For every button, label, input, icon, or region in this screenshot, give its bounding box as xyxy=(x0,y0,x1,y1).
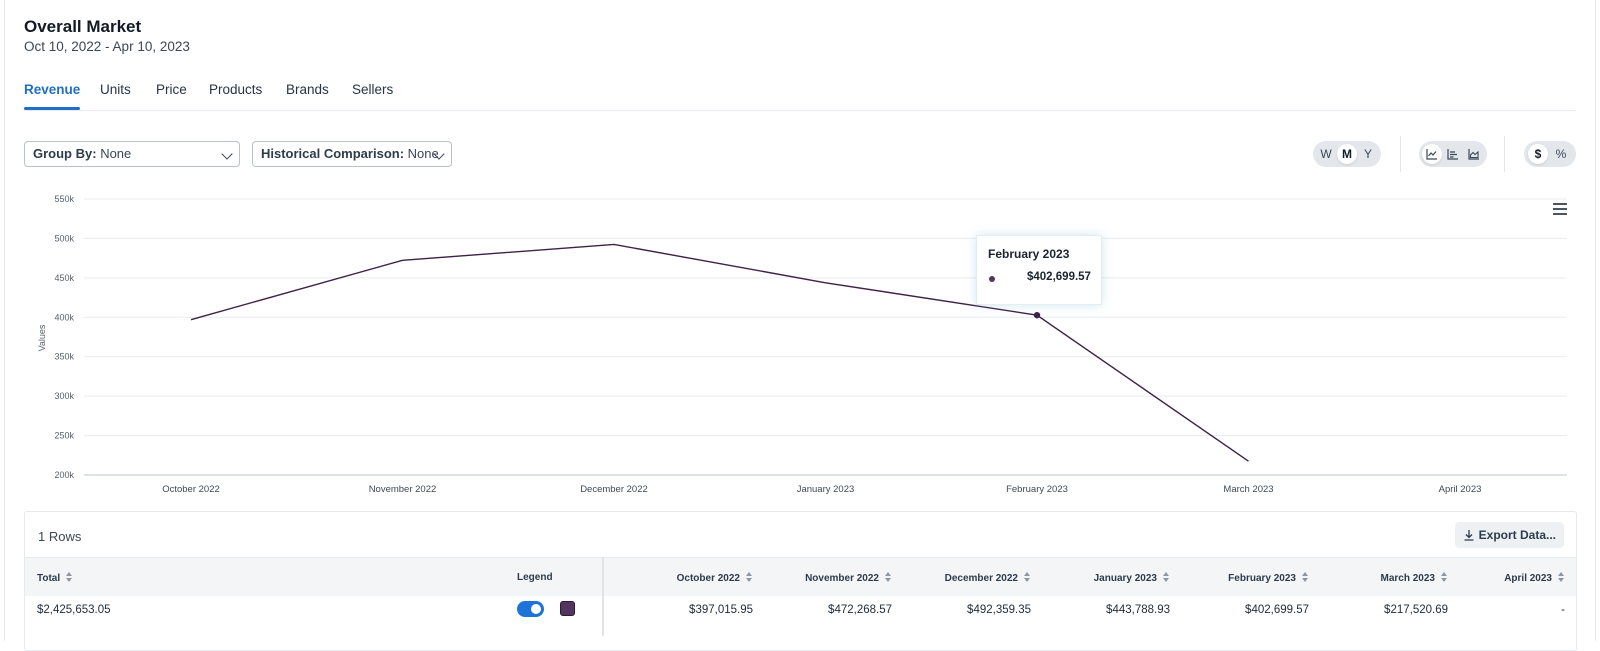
header-april-2023[interactable]: April 2023 xyxy=(1459,572,1565,584)
header-december-2022[interactable]: December 2022 xyxy=(903,572,1031,584)
sort-icon xyxy=(1163,572,1170,582)
y-tick-label: 500k xyxy=(54,233,74,243)
x-tick-label: October 2022 xyxy=(162,484,220,495)
revenue-line-chart: Values 550k500k450k400k350k300k250k200k … xyxy=(37,194,1567,495)
date-range: Oct 10, 2022 - Apr 10, 2023 xyxy=(24,39,190,54)
metric-tabs: Revenue Units Price Products Brands Sell… xyxy=(24,82,1576,111)
y-tick-label: 300k xyxy=(54,391,74,401)
controls-divider xyxy=(1504,136,1505,172)
panel-left-border xyxy=(4,0,5,641)
frozen-column-divider xyxy=(602,557,604,636)
interval-week-option[interactable]: W xyxy=(1320,147,1332,161)
export-data-button[interactable]: Export Data... xyxy=(1454,522,1564,548)
cell-march-2023: $217,520.69 xyxy=(1384,604,1448,616)
unit-toggle: $ % xyxy=(1524,141,1576,167)
historical-comparison-value: None xyxy=(407,146,439,161)
line-chart-icon[interactable] xyxy=(1422,144,1442,164)
historical-comparison-dropdown[interactable]: Historical Comparison: None xyxy=(252,141,452,167)
group-by-value: None xyxy=(100,146,132,161)
panel-right-border xyxy=(1595,0,1596,641)
header-legend: Legend xyxy=(517,572,553,583)
controls-divider xyxy=(1400,136,1401,172)
data-point[interactable] xyxy=(1033,311,1041,319)
tooltip-title: February 2023 xyxy=(988,247,1070,261)
tab-products[interactable]: Products xyxy=(209,82,263,97)
y-tick-label: 400k xyxy=(54,312,74,322)
table-header: Total Legend October 2022 November 2022 … xyxy=(25,557,1576,596)
sort-icon xyxy=(1024,572,1031,582)
x-tick-label: February 2023 xyxy=(1006,484,1068,495)
y-tick-label: 200k xyxy=(54,470,74,480)
cell-november-2022: $472,268.57 xyxy=(828,604,892,616)
y-tick-label: 450k xyxy=(54,273,74,283)
header-october-2022[interactable]: October 2022 xyxy=(625,572,753,584)
unit-percent-option[interactable]: % xyxy=(1555,147,1567,161)
tab-price[interactable]: Price xyxy=(156,82,187,97)
group-by-dropdown[interactable]: Group By: None xyxy=(24,141,240,167)
y-tick-label: 350k xyxy=(54,352,74,362)
x-tick-label: April 2023 xyxy=(1439,484,1482,495)
chart-tooltip: February 2023 $402,699.57 xyxy=(976,235,1102,305)
cell-january-2023: $443,788.93 xyxy=(1106,604,1170,616)
x-tick-label: March 2023 xyxy=(1223,484,1273,495)
y-tick-label: 250k xyxy=(54,431,74,441)
tab-units[interactable]: Units xyxy=(100,82,131,97)
sort-icon xyxy=(1558,572,1565,582)
x-tick-label: January 2023 xyxy=(797,484,855,495)
tab-brands[interactable]: Brands xyxy=(286,82,329,97)
interval-year-option[interactable]: Y xyxy=(1363,147,1372,161)
bar-chart-icon[interactable] xyxy=(1443,144,1463,164)
sort-icon xyxy=(1302,572,1309,582)
cell-december-2022: $492,359.35 xyxy=(967,604,1031,616)
group-by-label: Group By: xyxy=(33,146,97,161)
header-march-2023[interactable]: March 2023 xyxy=(1320,572,1448,584)
x-tick-label: November 2022 xyxy=(369,484,437,495)
header-january-2023[interactable]: January 2023 xyxy=(1042,572,1170,584)
y-tick-label: 550k xyxy=(54,194,74,204)
chart-type-toggle xyxy=(1419,141,1487,167)
header-november-2022[interactable]: November 2022 xyxy=(764,572,892,584)
area-chart-icon[interactable] xyxy=(1464,144,1484,164)
tooltip-value: $402,699.57 xyxy=(1027,271,1091,283)
download-icon xyxy=(1464,530,1474,541)
export-data-label: Export Data... xyxy=(1478,528,1556,542)
tab-revenue[interactable]: Revenue xyxy=(24,82,81,110)
legend-visibility-toggle[interactable] xyxy=(517,601,544,617)
cell-february-2023: $402,699.57 xyxy=(1245,604,1309,616)
chevron-down-icon xyxy=(221,148,233,160)
chart-menu-icon[interactable] xyxy=(1553,203,1567,215)
series-line xyxy=(190,243,1249,462)
row-total-cell: $2,425,653.05 xyxy=(37,604,111,616)
tab-sellers[interactable]: Sellers xyxy=(352,82,394,97)
legend-color-swatch[interactable] xyxy=(560,601,575,616)
page-title: Overall Market xyxy=(24,17,142,36)
y-axis-label: Values xyxy=(37,324,47,351)
sort-icon xyxy=(66,572,73,582)
data-table: 1 Rows Export Data... Total Legend Octob… xyxy=(24,511,1577,651)
unit-dollar-option[interactable]: $ xyxy=(1528,144,1548,164)
sort-icon xyxy=(746,572,753,582)
interval-month-option[interactable]: M xyxy=(1337,144,1357,164)
sort-icon xyxy=(885,572,892,582)
tooltip-series-marker xyxy=(989,276,995,282)
rows-count: 1 Rows xyxy=(38,529,82,544)
x-tick-label: December 2022 xyxy=(580,484,648,495)
historical-comparison-label: Historical Comparison: xyxy=(261,146,405,161)
cell-october-2022: $397,015.95 xyxy=(689,604,753,616)
header-total[interactable]: Total xyxy=(37,572,73,584)
header-february-2023[interactable]: February 2023 xyxy=(1181,572,1309,584)
interval-toggle: W M Y xyxy=(1313,141,1381,167)
sort-icon xyxy=(1441,572,1448,582)
cell-april-2023: - xyxy=(1561,604,1565,616)
